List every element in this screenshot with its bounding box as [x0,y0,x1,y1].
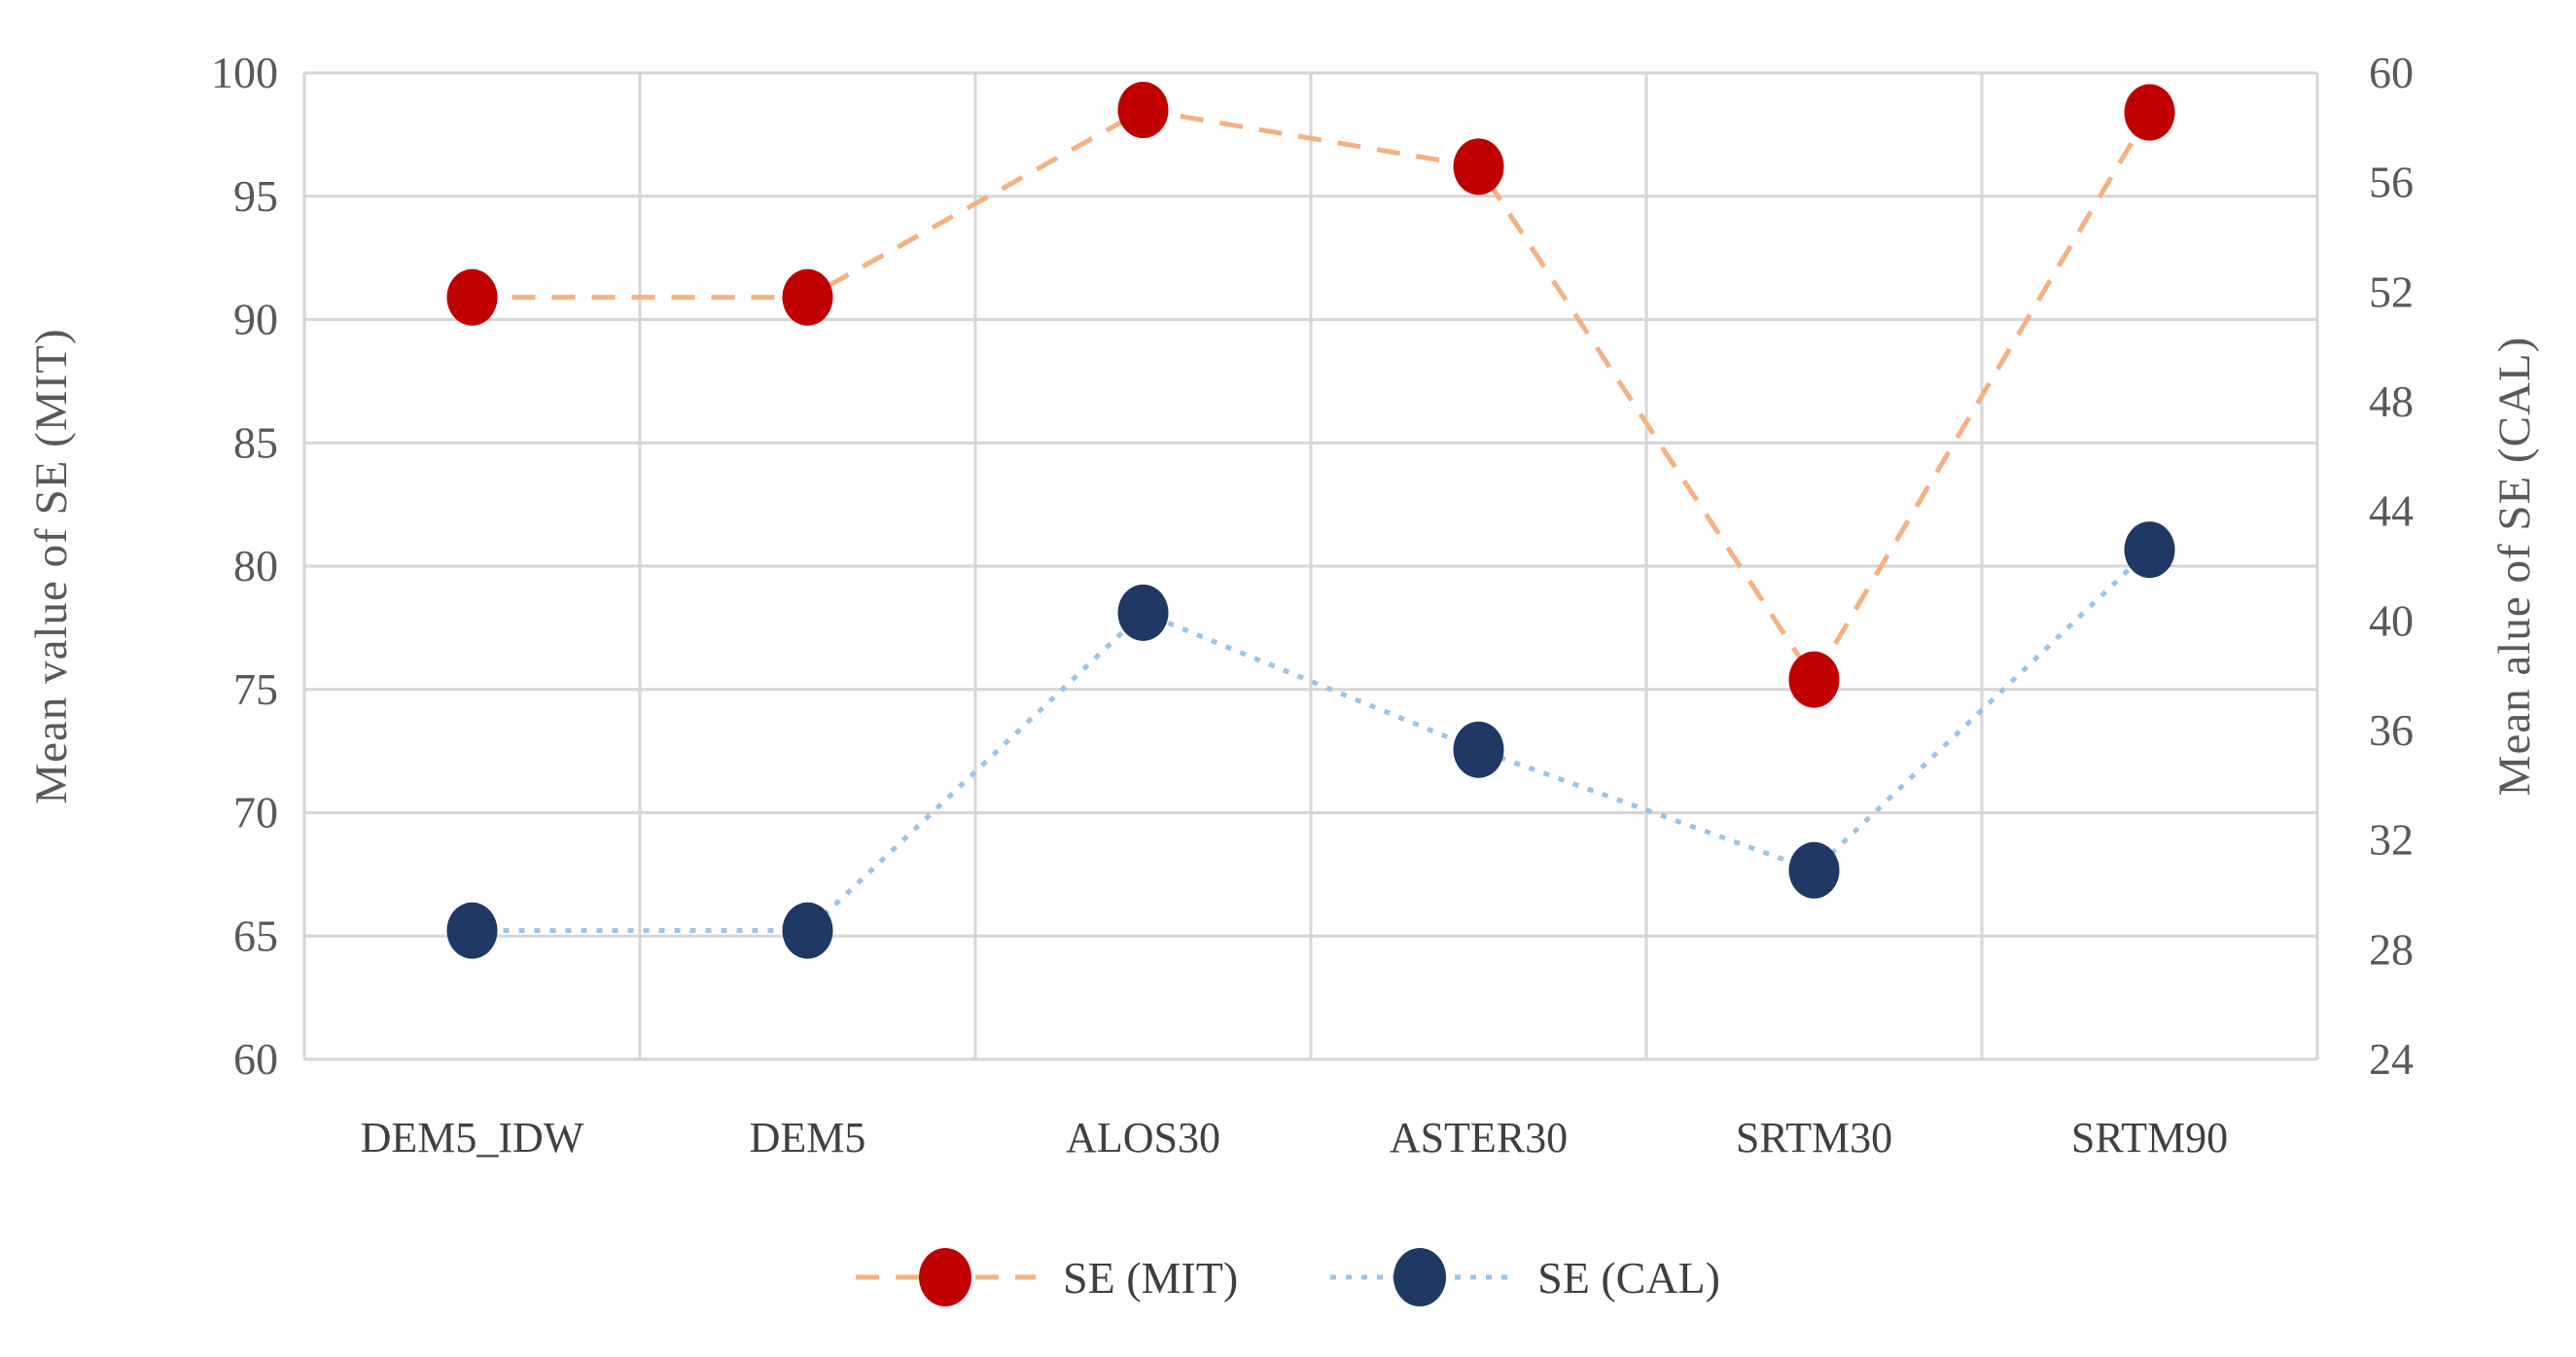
legend-item-1: SE (CAL) [1330,1243,1720,1311]
left-axis-tick-label: 85 [233,417,278,467]
data-point-marker [782,902,833,959]
data-point-marker [1453,138,1504,196]
right-axis-tick-label: 24 [2369,1034,2414,1084]
right-axis-tick-label: 36 [2369,705,2414,755]
right-axis-tick-label: 32 [2369,815,2414,865]
right-axis-tick-label: 28 [2369,924,2414,974]
right-axis-tick-label: 52 [2369,267,2414,316]
left-axis-title: Mean value of SE (MIT) [26,328,77,803]
left-axis-tick-label: 80 [233,541,278,590]
data-point-marker [2124,84,2175,141]
right-axis-title: Mean alue of SE (CAL) [2489,337,2540,797]
series-line-0 [472,107,2152,685]
legend-label: SE (MIT) [1063,1252,1239,1303]
legend-label: SE (CAL) [1537,1252,1720,1303]
data-point-marker [1788,651,1840,708]
legend-item-0: SE (MIT) [856,1243,1238,1311]
legend-dot-icon [1394,1248,1447,1306]
left-axis-tick-label: 70 [233,788,278,838]
category-label: ALOS30 [1066,1114,1220,1161]
data-point-marker [1788,841,1840,899]
category-label: ASTER30 [1390,1114,1568,1161]
left-axis-tick-label: 65 [233,911,278,960]
legend-dot-icon [919,1248,972,1306]
data-point-marker [782,268,833,326]
data-point-marker [1117,584,1169,641]
data-point-marker [2124,521,2175,579]
right-axis-tick-label: 56 [2369,158,2414,207]
right-axis-tick-label: 44 [2369,486,2414,536]
data-point-marker [446,268,498,326]
data-point-marker [446,902,498,959]
category-label: SRTM30 [1736,1114,1892,1161]
right-axis-tick-label: 48 [2369,376,2414,426]
legend-marker-sample [1330,1248,1511,1306]
data-point-marker [1453,721,1504,778]
category-label: SRTM90 [2071,1114,2228,1161]
left-axis-tick-label: 100 [211,48,278,97]
right-axis-tick-label: 60 [2369,48,2414,97]
right-axis-tick-label: 40 [2369,595,2414,645]
chart-legend: SE (MIT) SE (CAL) [0,1224,2576,1331]
legend-marker-sample [856,1248,1037,1306]
data-point-marker [1117,82,1169,139]
category-label: DEM5 [750,1114,866,1161]
left-axis-tick-label: 60 [233,1034,278,1084]
category-label: DEM5_IDW [361,1114,584,1161]
left-axis-tick-label: 75 [233,664,278,714]
left-axis-tick-label: 95 [233,171,278,221]
left-axis-tick-label: 90 [233,295,278,344]
